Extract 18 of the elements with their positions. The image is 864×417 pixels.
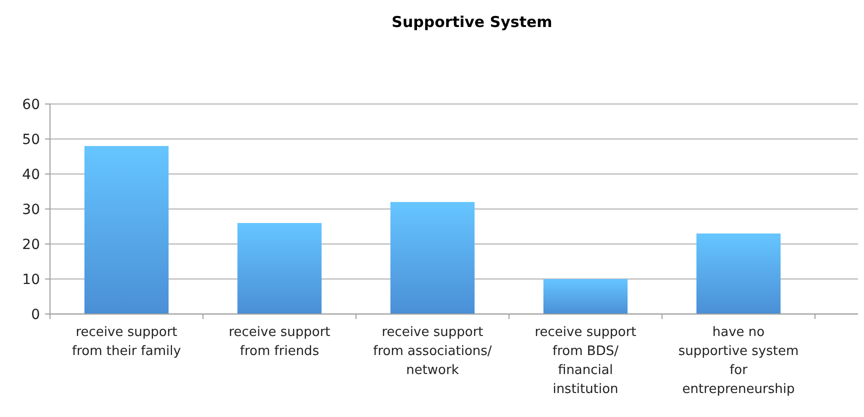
y-tick-label: 30 — [22, 202, 40, 218]
x-tick-label: receive support from associations/ network — [373, 325, 492, 378]
y-tick-label: 20 — [22, 236, 40, 253]
x-tick-label: have no supportive system for entrepreneurship — [678, 325, 799, 397]
bar — [696, 234, 781, 314]
x-tick-label: receive support from their family — [72, 325, 182, 359]
bar — [237, 223, 322, 314]
bar — [84, 146, 169, 314]
x-tick-label: receive support from friends — [228, 325, 330, 359]
y-tick-label: 60 — [22, 96, 40, 113]
x-tick-label: receive support from BDS/ financial institution — [534, 325, 636, 397]
bar — [390, 202, 475, 314]
y-tick-label: 0 — [31, 306, 40, 323]
bar — [543, 279, 628, 314]
y-tick-label: 10 — [22, 272, 40, 288]
chart-title: Supportive System — [392, 13, 552, 31]
y-tick-label: 50 — [22, 132, 40, 148]
y-tick-label: 40 — [22, 166, 40, 183]
